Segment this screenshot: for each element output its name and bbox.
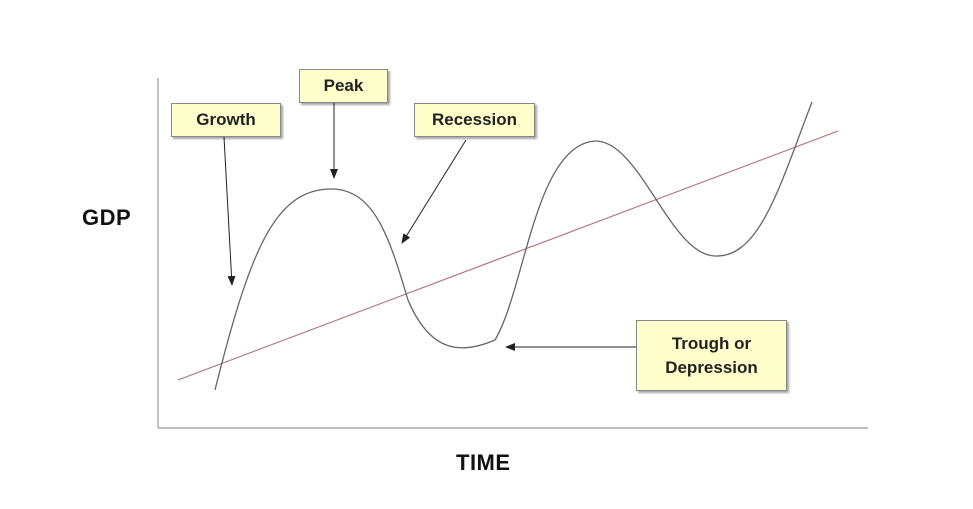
trough-label-line1: Trough or	[671, 333, 752, 353]
growth-label: Growth	[196, 110, 256, 130]
recession-callout: Recession	[414, 103, 535, 137]
peak-callout: Peak	[299, 69, 388, 103]
growth-arrow	[223, 136, 236, 286]
y-axis-label: GDP	[82, 205, 132, 230]
trough-label-line2: Depression	[665, 357, 758, 377]
trough-callout: Trough or Depression	[636, 320, 787, 391]
recession-label: Recession	[431, 110, 518, 130]
peak-label: Peak	[323, 76, 364, 96]
business-cycle-curve	[214, 101, 813, 391]
x-axis-label: TIME	[456, 450, 511, 475]
recession-arrow	[401, 139, 467, 244]
trend-line	[177, 130, 839, 381]
growth-callout: Growth	[171, 103, 281, 137]
